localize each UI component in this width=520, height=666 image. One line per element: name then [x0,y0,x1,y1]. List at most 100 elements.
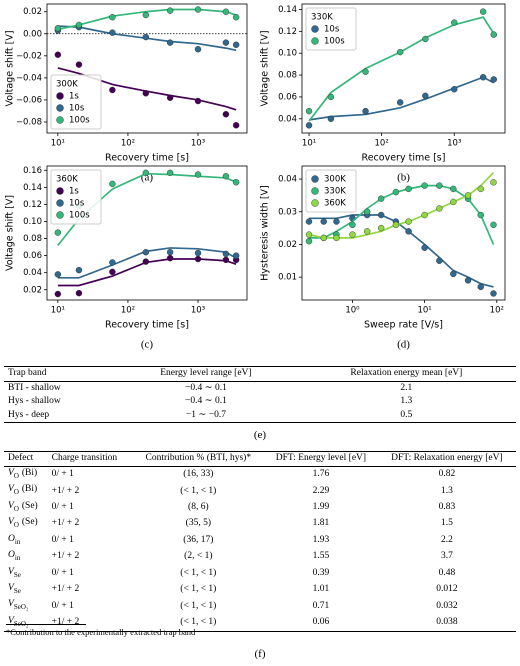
data-point [305,122,313,129]
table-cell: −1 ∼ −0.7 [185,409,226,420]
header-row: Defect Charge transition Contribution % (B… [4,451,516,467]
data-point [451,86,458,93]
table-cell: 2.29 [312,485,330,496]
defect-symbol: V [8,484,14,495]
data-point [436,182,443,189]
x-tick-label: 10² [490,306,504,316]
data-point [333,234,340,242]
header-cell: Defect [8,453,34,463]
y-tick-label: −0.06 [16,95,42,105]
y-tick-label: 0.06 [278,92,297,102]
defect-cell: VSeO₂ [4,615,48,632]
legend-title: 300K [56,80,78,90]
table-cell: 0.012 [436,584,458,595]
legend-marker [56,211,64,219]
data-point [232,14,240,21]
defect-cell: VO (Se) [4,500,48,516]
legend-box [305,7,357,51]
data-point [109,29,116,36]
defect-symbol: O [8,533,15,544]
legend-label: 100s [69,211,90,221]
table-cell: (35, 5) [185,518,211,529]
data-point [464,192,472,199]
y-tick-label: 0.01 [278,273,297,283]
table-header: Defect Charge transition Contribution % (B… [4,451,516,467]
legend-label: 330K [324,187,346,197]
data-point [54,271,62,278]
defect-subscript: in [14,537,21,546]
table-header: Trap band Energy level range [eV] Relaxati… [4,366,516,382]
plot-frame [46,165,248,301]
y-axis-label: Voltage shift [V] [5,30,16,106]
table-cell: BTI - shallow [8,382,61,393]
header-cell: DFT: Relaxation energy [eV] [391,453,503,463]
table-cell: 1.3 [400,396,413,407]
caption: (b) [397,172,410,184]
x-axis-label: Recovery time [s] [105,320,189,331]
y-tick-label: 0.10 [23,217,42,227]
caption: (d) [397,339,410,351]
data-point [194,249,202,257]
x-tick-label: 10² [375,139,389,149]
table-f: Defect Charge transition Contribution % (B… [4,451,516,632]
table-cell: 0/ + 1 [51,567,74,578]
data-point [422,92,429,100]
table-body: VO (Bi) 0/ + 1 (16, 33) 1.76 0.82 VO (Bi) +1/ + … [4,466,516,632]
table-row: VO (Se) +1/ + 2 (35, 5) 1.81 1.5 [4,516,516,532]
table-cell: 1.81 [312,518,330,529]
data-point [222,39,230,46]
legend-marker [311,25,319,33]
data-point [232,122,240,129]
data-point [320,218,327,225]
table-e: Trap band Energy level range [eV] Relaxati… [4,366,516,423]
x-axis-label: Recovery time [s] [105,153,189,164]
data-point [232,252,240,259]
legend-marker [311,187,319,195]
legend-title: 330K [311,13,333,23]
table-cell: 0.39 [312,567,330,578]
defect-cell: VSe [4,582,48,598]
table-cell: Hys - deep [8,409,50,420]
legend-label: 100s [69,116,90,126]
plot-frame [46,3,248,134]
table-cell: (< 1, < 1) [180,567,217,578]
data-point [327,93,335,101]
data-point [405,228,412,235]
x-tick-label: 10¹ [51,139,65,149]
data-point [54,290,62,298]
legend-marker [311,199,319,207]
x-tick-label: 10¹ [302,139,316,149]
legend-label: 360K [324,199,346,209]
data-point [363,228,371,235]
header-cell: Relaxation energy mean [eV] [350,368,463,378]
data-point [333,218,340,225]
defect-subscript: O [13,520,19,529]
table-cell: 0.038 [436,617,458,628]
defect-symbol: V [8,467,14,478]
data-point [377,195,385,202]
plot-frame [301,3,506,134]
table-cell: 0/ + 1 [51,502,74,512]
footnote-rule [6,624,86,625]
table-row: Oin 0/ + 1 (36, 17) 1.93 2.2 [4,533,516,549]
table-row: BTI - shallow −0.4 ∼ 0.1 2.1 [4,381,516,395]
data-point [490,221,497,229]
table-cell: 0.06 [312,617,330,628]
data-point [109,86,116,94]
data-point [166,249,174,256]
fit-line [308,76,495,121]
defect-symbol: V [8,517,14,528]
table-row: Hys - shallow −0.4 ∼ 0.1 1.3 [4,395,516,409]
data-point [222,250,230,258]
table-cell: Hys - shallow [8,396,61,407]
defect-subscript: in [14,553,21,562]
legend-box [50,169,102,225]
data-point [305,218,313,225]
table-cell: 0/ + 1 [51,469,74,480]
table-body: BTI - shallow −0.4 ∼ 0.1 2.1 Hys - shallow −… [4,381,516,423]
defect-symbol: V [8,582,14,593]
defect-subscript: SeO₂ [13,619,29,628]
x-tick-label: 10³ [447,139,461,149]
table-row: VO (Se) 0/ + 1 (8, 6) 1.99 0.83 [4,500,516,516]
